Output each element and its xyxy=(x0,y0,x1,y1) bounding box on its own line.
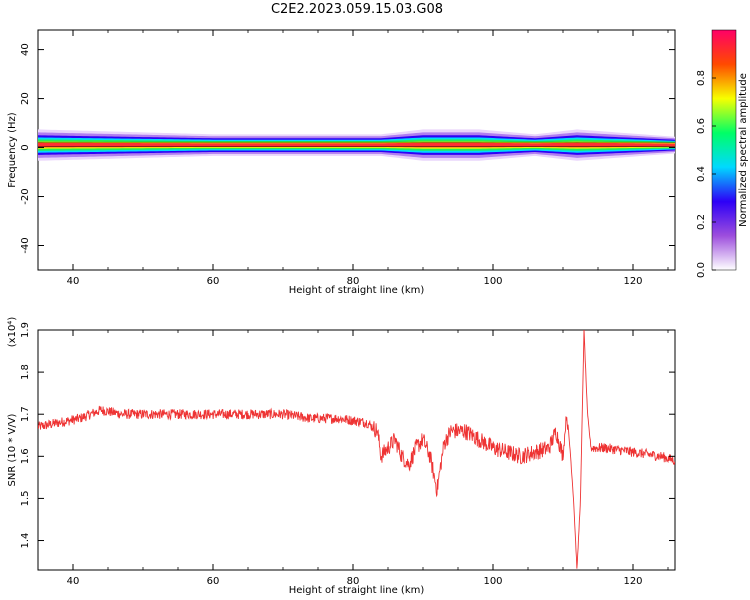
x-tick-label: 40 xyxy=(67,576,80,587)
x-tick-label: 60 xyxy=(207,576,220,587)
y-tick-label: 1.5 xyxy=(20,490,31,506)
snr-plot-area xyxy=(37,329,676,571)
y-tick-label: 1.7 xyxy=(20,406,31,422)
y-tick-label: 0 xyxy=(20,144,31,150)
colorbar: 0.0 0.2 0.4 0.6 0.8 Normalized spectral ampl… xyxy=(696,29,749,278)
colorbar-tick-label: 0.0 xyxy=(696,262,707,278)
spectrogram-heatmap xyxy=(38,129,675,161)
figure-title: C2E2.2023.059.15.03.G08 xyxy=(271,2,443,17)
snr-panel: 40 60 80 100 120 1.4 1.5 1.6 1.7 1.8 1.9 Height o… xyxy=(7,317,676,596)
x-tick-label: 40 xyxy=(67,276,80,287)
spectrogram-y-ticks: -40 -20 0 20 40 xyxy=(20,43,675,254)
y-tick-label: 20 xyxy=(20,92,31,105)
snr-series xyxy=(38,330,675,569)
x-tick-label: 120 xyxy=(623,576,642,587)
spectrogram-x-ticks: 40 60 80 100 120 xyxy=(37,30,669,287)
colorbar-gradient xyxy=(711,29,737,271)
snr-line xyxy=(38,330,675,569)
spectrogram-y-axis-label: Frequency (Hz) xyxy=(7,112,18,188)
y-tick-label: 1.9 xyxy=(20,322,31,338)
x-tick-label: 100 xyxy=(483,576,502,587)
x-tick-label: 80 xyxy=(347,276,360,287)
y-tick-label: 1.6 xyxy=(20,448,31,464)
snr-y-ticks: 1.4 1.5 1.6 1.7 1.8 1.9 xyxy=(20,322,675,548)
spectrogram-x-axis-label: Height of straight line (km) xyxy=(289,285,425,296)
snr-x-axis-label: Height of straight line (km) xyxy=(289,585,425,596)
x-tick-label: 100 xyxy=(483,276,502,287)
colorbar-tick-label: 0.4 xyxy=(696,166,707,182)
snr-y-multiplier: (x10⁴) xyxy=(7,317,18,348)
colorbar-ticks: 0.0 0.2 0.4 0.6 0.8 xyxy=(696,70,716,278)
y-tick-label: -40 xyxy=(20,237,31,253)
y-tick-label: -20 xyxy=(20,188,31,204)
snr-x-ticks: 40 60 80 100 120 xyxy=(37,330,669,587)
x-tick-label: 120 xyxy=(623,276,642,287)
spectrogram-band-layer xyxy=(38,142,675,148)
colorbar-tick-label: 0.6 xyxy=(696,118,707,134)
y-tick-label: 40 xyxy=(20,43,31,56)
y-tick-label: 1.4 xyxy=(20,533,31,549)
colorbar-label: Normalized spectral amplitude xyxy=(738,73,749,227)
x-tick-label: 80 xyxy=(347,576,360,587)
x-tick-label: 60 xyxy=(207,276,220,287)
spectrogram-panel: 40 60 80 100 120 -40 -20 0 20 40 Height of strai… xyxy=(7,29,676,296)
y-tick-label: 1.8 xyxy=(20,364,31,380)
colorbar-tick-label: 0.2 xyxy=(696,214,707,230)
colorbar-tick-label: 0.8 xyxy=(696,70,707,86)
snr-y-axis-label: SNR (10 * V/V) xyxy=(7,413,18,486)
